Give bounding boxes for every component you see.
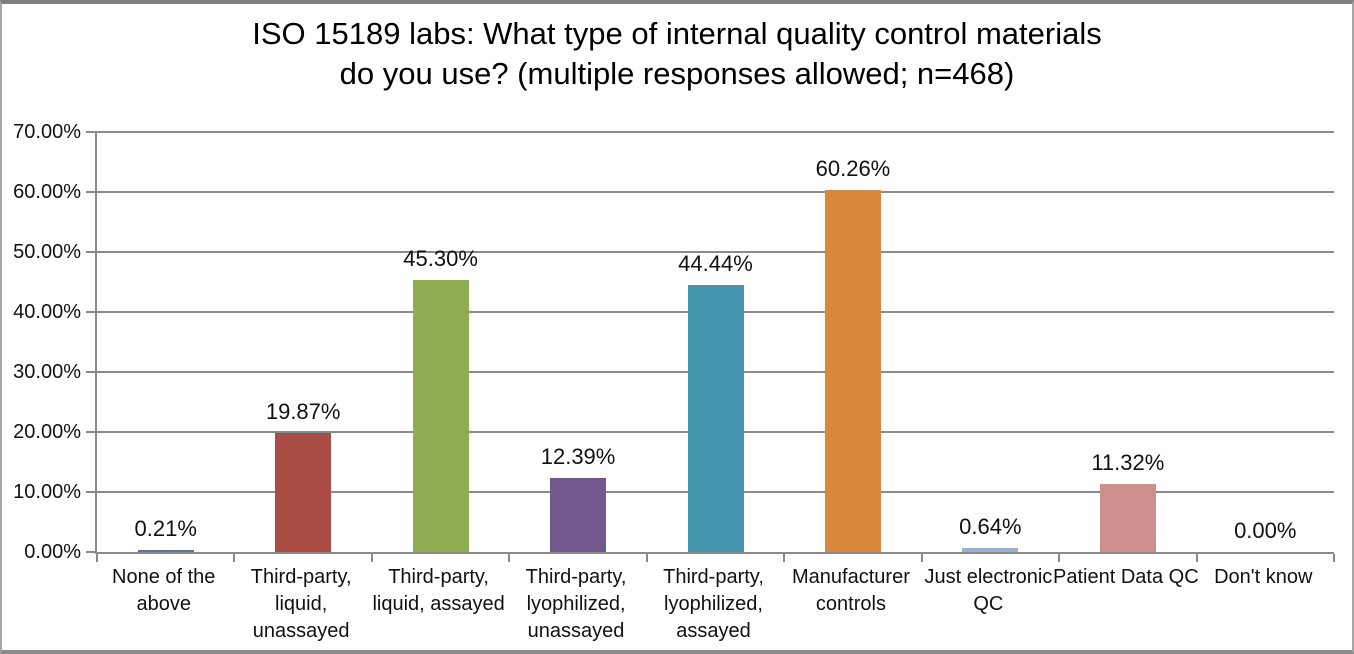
category-label-line: Third-party, [525,566,627,588]
y-tick-label: 10.00% [13,481,81,503]
category-label: Manufacturer controls [761,564,941,618]
category-label: None of the above [74,564,254,618]
bar [962,548,1019,552]
category-label-line: assayed [676,620,751,642]
category-label-line: unassayed [252,620,350,642]
y-axis-tick [86,131,97,133]
y-tick-label: 60.00% [13,181,81,203]
y-tick-label: 30.00% [13,361,81,383]
bar-value-label: 44.44% [678,251,753,276]
category-label-line: lyophilized, [664,593,763,615]
x-axis-tick [96,554,98,562]
bar [137,550,194,552]
x-axis-tick [370,554,373,562]
category-label-line: liquid, assayed [372,593,505,615]
bar [687,285,744,552]
bar-value-label: 60.26% [815,156,891,181]
y-axis-tick [86,431,97,433]
category-label: Just electronic QC [898,564,1078,618]
y-axis-tick [86,551,97,553]
bar-value-label: 12.39% [540,444,616,469]
bar [824,190,881,552]
x-axis-tick [783,554,786,562]
gridline [97,251,1334,253]
y-axis-tick [86,251,97,253]
category-label-line: QC [973,593,1004,615]
x-axis-tick [1333,554,1335,562]
bar-value-label: 0.64% [959,514,1022,539]
chart-title-line-2: do you use? (multiple responses allowed;… [339,56,1015,91]
category-label-line: above [136,593,191,615]
bar-value-label: 0.21% [134,516,197,541]
category-label-line: lyophilized, [526,593,626,615]
category-label-line: Don't know [1214,566,1313,588]
y-axis-tick [86,311,97,313]
bar-value-label: 11.32% [1091,450,1165,475]
bar [550,478,607,552]
y-tick-label: 70.00% [13,121,81,143]
y-axis-tick [86,191,97,193]
y-tick-label: 0.00% [24,541,81,563]
y-tick-label: 40.00% [13,301,81,323]
gridline [97,191,1334,193]
category-label-line: Patient Data QC [1053,566,1199,588]
bar-value-label: 19.87% [265,399,341,424]
bar-value-label: 45.30% [403,246,478,271]
category-label: Third-party, lyophilized, unassayed [486,564,666,645]
x-axis-tick [508,554,511,562]
category-label: Third-party, liquid, unassayed [211,564,391,645]
bar [1099,484,1156,552]
category-label-line: controls [815,593,886,615]
y-axis-tick [86,491,97,493]
category-label-line: liquid, [275,593,328,615]
y-tick-label: 20.00% [13,421,81,443]
category-label-line: Third-party, [388,566,489,588]
category-label-line: Manufacturer [792,566,910,588]
category-label-line: None of the [112,566,216,588]
y-axis-tick [86,371,97,373]
chart-title-line-1: ISO 15189 labs: What type of internal qu… [252,16,1102,51]
category-label-line: Third-party, [663,566,764,588]
x-axis-tick [1195,554,1198,562]
category-label-line: Third-party, [250,566,352,588]
category-label-line: Just electronic [924,566,1053,588]
category-label: Third-party, lyophilized, assayed [624,564,804,645]
x-axis-tick [920,554,923,562]
category-label: Don't know [1173,564,1352,591]
x-axis-tick [1058,554,1061,562]
chart-title: ISO 15189 labs: What type of internal qu… [2,14,1352,94]
category-label: Patient Data QC [1036,564,1216,591]
x-axis-tick [645,554,648,562]
x-axis-tick [233,554,236,562]
bar [275,433,332,552]
gridline [97,131,1334,133]
category-label: Third-party, liquid, assayed [349,564,529,618]
y-tick-label: 50.00% [13,241,81,263]
plot-area: 70.00% 60.00% 50.00% 40.00% 30.00% 20.00% 10.0… [13,121,1335,563]
bar-value-label: 0.00% [1234,518,1297,543]
bar [412,280,469,552]
category-label-line: unassayed [527,620,625,642]
